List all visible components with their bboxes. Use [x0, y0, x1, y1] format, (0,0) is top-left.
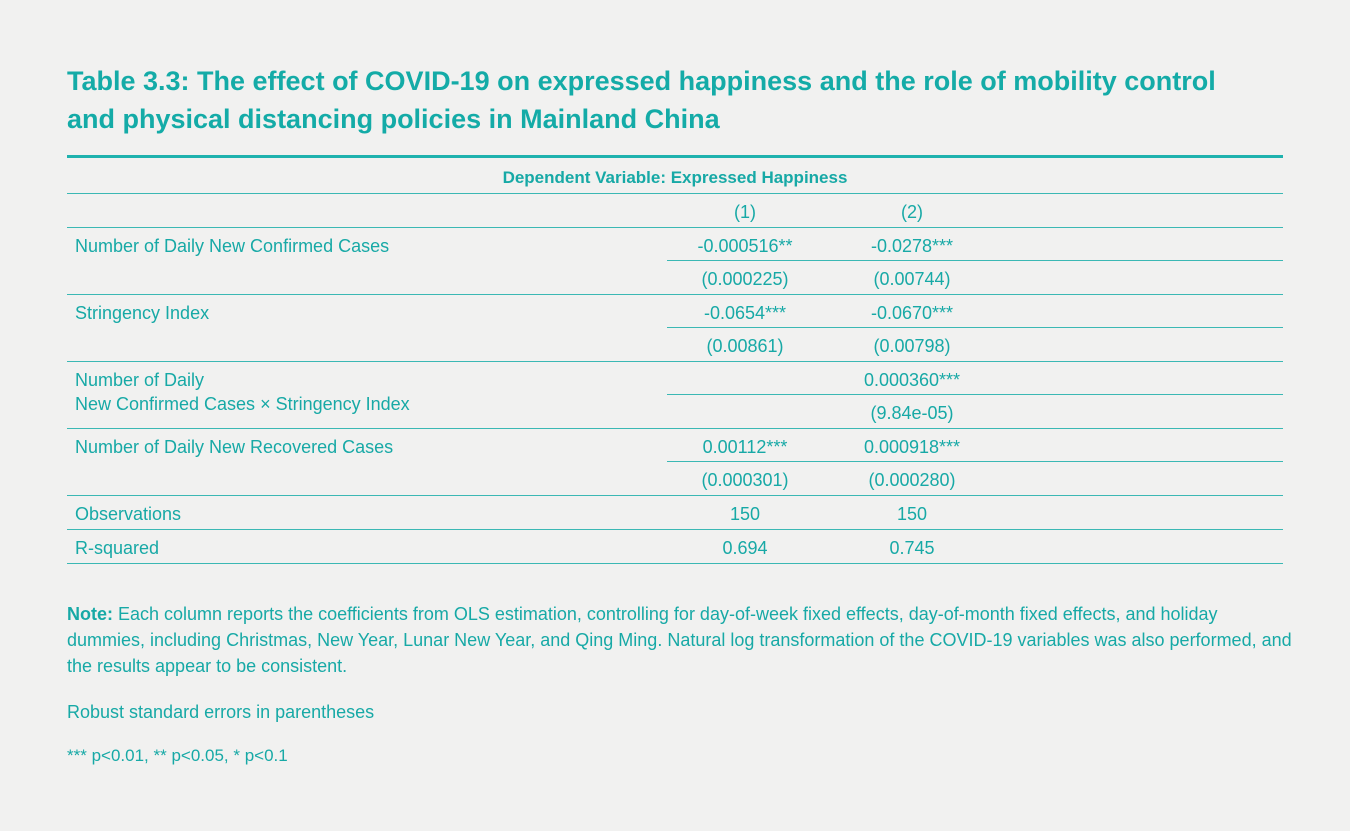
table-title: Table 3.3: The effect of COVID-19 on exp…: [67, 66, 1216, 134]
table-note: Note: Each column reports the coefficien…: [67, 601, 1297, 679]
row-label: Number of Daily New Confirmed Cases: [75, 236, 390, 256]
value-2: 150: [896, 504, 928, 524]
regression-table: Dependent Variable: Expressed Happiness …: [67, 155, 1283, 564]
value-2: 0.745: [889, 538, 935, 558]
se-2: (0.00744): [873, 269, 951, 289]
row-label: Number of Daily New Recovered Cases: [75, 437, 394, 457]
coef-1: -0.000516**: [697, 236, 793, 256]
row-label: Stringency Index: [75, 303, 210, 323]
coef-2: 0.000918***: [863, 437, 961, 457]
table-row: Number of Daily New Confirmed Cases -0.0…: [67, 228, 1283, 261]
value-1: 0.694: [722, 538, 768, 558]
coef-1: -0.0654***: [703, 303, 787, 323]
value-1: 150: [729, 504, 761, 524]
se-1: (0.000301): [701, 470, 789, 490]
dependent-variable-header: Dependent Variable: Expressed Happiness: [67, 158, 1283, 194]
row-label: Number of Daily: [75, 370, 205, 390]
table-row: Number of Daily New Recovered Cases 0.00…: [67, 429, 1283, 462]
column-header-1: (1): [734, 202, 756, 222]
table-row: Stringency Index -0.0654*** -0.0670***: [67, 295, 1283, 328]
table-row: Number of Daily New Confirmed Cases × St…: [67, 362, 1283, 414]
se-1: (0.000225): [701, 269, 789, 289]
note-text: Each column reports the coefficients fro…: [67, 604, 1292, 676]
top-rule: [67, 155, 1283, 158]
se-2: (9.84e-05): [870, 403, 954, 423]
se-2: (0.00798): [873, 336, 951, 356]
robust-se-note: Robust standard errors in parentheses: [67, 702, 375, 722]
se-1: (0.00861): [706, 336, 784, 356]
table-row-se: (9.84e-05): [67, 395, 1283, 429]
column-header-2: (2): [901, 202, 923, 222]
table-row-se: (0.000225) (0.00744): [67, 261, 1283, 295]
row-label: Observations: [75, 504, 182, 524]
observations-row: Observations 150 150: [67, 496, 1283, 530]
table-row-se: (0.000301) (0.000280): [67, 462, 1283, 496]
note-label: Note:: [67, 604, 113, 624]
rsquared-row: R-squared 0.694 0.745: [67, 530, 1283, 564]
significance-note: *** p<0.01, ** p<0.05, * p<0.1: [67, 746, 288, 765]
column-header-row: (1) (2): [67, 194, 1283, 228]
coef-2: -0.0278***: [870, 236, 954, 256]
row-label: R-squared: [75, 538, 160, 558]
table-row-se: (0.00861) (0.00798): [67, 328, 1283, 362]
coef-1: 0.00112***: [702, 437, 788, 457]
coef-2: 0.000360***: [863, 370, 961, 390]
se-2: (0.000280): [868, 470, 956, 490]
row-label-line2: New Confirmed Cases × Stringency Index: [75, 394, 410, 414]
coef-2: -0.0670***: [870, 303, 954, 323]
